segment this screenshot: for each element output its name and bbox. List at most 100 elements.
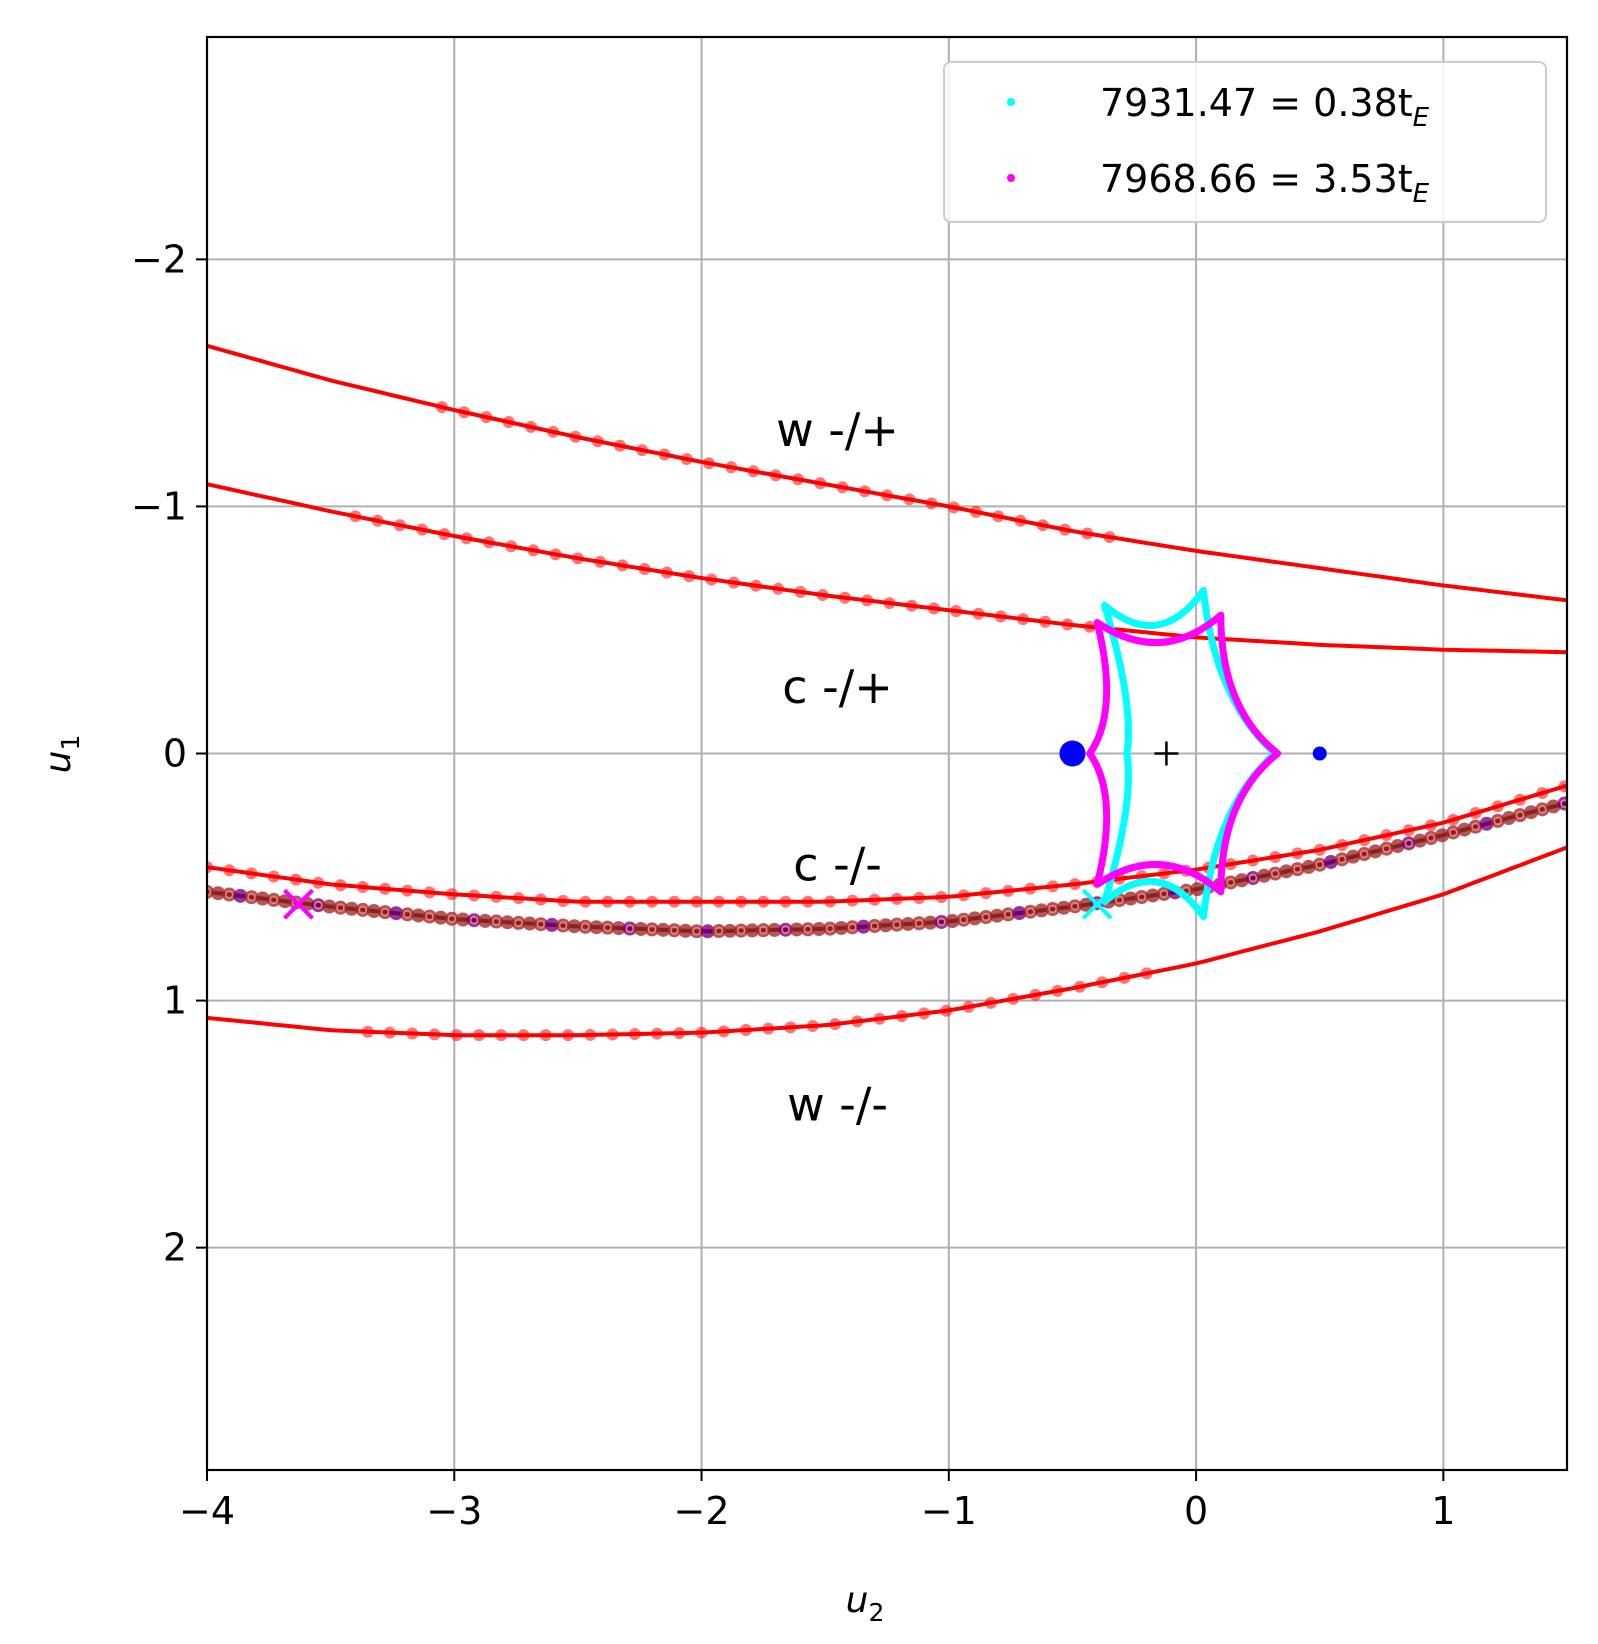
trajectory-point	[422, 909, 437, 924]
trajectory-point-ring	[447, 914, 457, 924]
trajectory-point-ring	[358, 905, 368, 915]
trajectory-point	[211, 886, 226, 901]
trajectory-point	[1435, 828, 1450, 843]
trajectory-point	[667, 923, 682, 938]
trajectory-point	[378, 905, 393, 920]
trajectory-point	[1023, 904, 1038, 919]
trajectory-point-ring	[759, 925, 768, 935]
trajectory-point	[1079, 897, 1094, 912]
x-tick-label: −2	[674, 1489, 730, 1533]
trajectory-point	[767, 922, 782, 937]
trajectory-point	[311, 898, 326, 913]
trajectory-point-ring	[1493, 816, 1503, 826]
trajectory-point	[1412, 833, 1427, 848]
trajectory-point-ring	[736, 926, 746, 935]
series-layer	[207, 343, 1567, 1042]
x-tick-label: −3	[426, 1489, 482, 1533]
trajectory-point	[522, 916, 537, 931]
x-tick-label: −1	[921, 1489, 977, 1533]
trajectory-point	[266, 892, 281, 907]
x-tick-label: −4	[179, 1489, 235, 1533]
trajectory-point-ring	[670, 926, 679, 935]
trajectory-x-marker	[283, 888, 314, 920]
curve-c-line	[207, 482, 1567, 655]
curve-c-line	[207, 783, 1567, 904]
trajectory-point	[222, 887, 237, 902]
trajectory-point	[745, 923, 760, 938]
region-label: c -/+	[782, 660, 893, 714]
legend-marker-magenta	[1007, 174, 1015, 182]
trajectory-point	[277, 894, 292, 909]
trajectory-point-ring	[1115, 895, 1124, 905]
trajectory-point-ring	[1515, 810, 1525, 820]
trajectory-point	[333, 900, 348, 915]
legend-entry-magenta: 7968.66 = 3.53tE	[1100, 157, 1430, 209]
trajectory-point	[433, 910, 448, 925]
trajectory-point	[1234, 873, 1249, 888]
trajectory-point	[1290, 862, 1305, 877]
trajectory-point-ring	[1293, 864, 1302, 874]
lens-position-point	[1312, 746, 1327, 761]
trajectory-point-ring	[1226, 878, 1236, 887]
trajectory-point-ring	[625, 924, 635, 933]
caustic-magenta	[1086, 611, 1282, 896]
trajectory-point-ring	[1537, 805, 1547, 814]
trajectory-point	[366, 904, 381, 919]
y-tick-label: 1	[163, 979, 187, 1023]
y-tick-label: −2	[131, 237, 187, 281]
trajectory-point-ring	[647, 925, 657, 934]
trajectory-point	[1490, 813, 1505, 828]
trajectory-point	[1012, 906, 1027, 921]
y-tick-label: 2	[163, 1226, 187, 1270]
trajectory-point	[355, 902, 370, 917]
trajectory-point	[1546, 799, 1561, 814]
trajectory-point	[400, 907, 415, 922]
trajectory-point-ring	[1315, 860, 1325, 869]
trajectory-point	[589, 920, 604, 935]
trajectory-point	[800, 922, 815, 937]
trajectory-point	[444, 911, 459, 926]
trajectory-point	[322, 899, 337, 914]
trajectory-point	[1446, 825, 1461, 840]
trajectory-point	[1134, 889, 1149, 904]
trajectory-point	[967, 911, 982, 926]
trajectory-point	[789, 922, 804, 937]
trajectory-point	[556, 918, 571, 933]
trajectory-point-ring	[336, 903, 345, 912]
trajectory-point	[700, 924, 715, 939]
trajectory-point-ring	[207, 887, 212, 897]
trajectory-point	[1524, 805, 1539, 820]
trajectory-point	[511, 915, 526, 930]
trajectory-point	[1346, 849, 1361, 864]
trajectory-point	[1301, 859, 1316, 874]
trajectory-point-ring	[848, 922, 857, 932]
trajectory-point-ring	[825, 924, 835, 933]
trajectory-point	[1424, 830, 1438, 845]
trajectory-point-ring	[692, 926, 701, 936]
trajectory-point	[678, 923, 693, 938]
trajectory-point	[1223, 875, 1238, 890]
trajectory-point	[956, 912, 971, 927]
trajectory-point	[756, 923, 771, 938]
trajectory-point	[1056, 900, 1071, 915]
trajectory-point	[990, 908, 1005, 923]
trajectory-point-ring	[492, 917, 501, 926]
trajectory-point	[834, 920, 849, 935]
trajectory-point	[411, 908, 426, 923]
trajectory-point	[878, 918, 893, 933]
trajectory-point	[823, 921, 838, 936]
grid-lines	[206, 37, 1567, 1470]
trajectory-point	[1501, 811, 1516, 826]
trajectory-point	[912, 916, 927, 931]
trajectory-point	[455, 912, 470, 927]
trajectory-point	[622, 921, 637, 936]
trajectory-point-ring	[1359, 849, 1369, 859]
trajectory-point	[1468, 819, 1483, 834]
trajectory-point	[934, 914, 949, 929]
trajectory-point	[578, 919, 593, 934]
trajectory-point-ring	[1048, 904, 1057, 914]
trajectory-point-ring	[714, 926, 724, 936]
trajectory-point	[901, 916, 916, 931]
trajectory-point	[478, 913, 493, 928]
curve-w-line	[207, 343, 1567, 603]
